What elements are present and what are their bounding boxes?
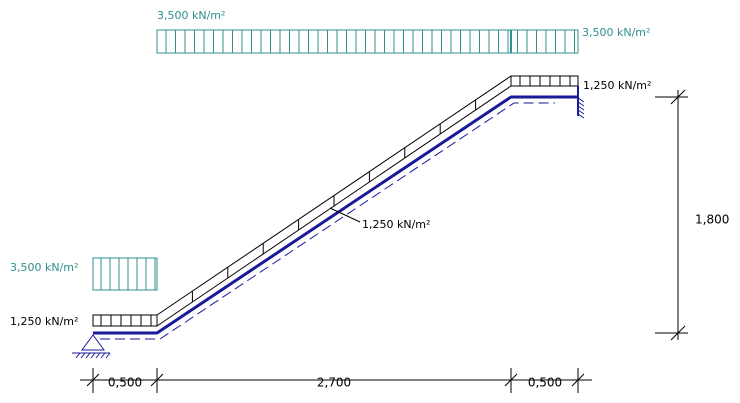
beam-fiber [100, 102, 555, 340]
dim-label: 1,800 [695, 213, 729, 227]
support-hatch [90, 352, 96, 359]
pin-support [81, 334, 105, 351]
dim-label: 2,700 [317, 376, 351, 390]
support-hatch [105, 352, 111, 359]
left-live-load [92, 257, 158, 291]
load-label: 3,500 kN/m² [10, 261, 78, 274]
dim-tick [670, 325, 686, 341]
dim-tick [670, 89, 686, 105]
support-hatch [577, 109, 585, 115]
support-hatch [577, 101, 585, 107]
dim-tick [571, 373, 585, 387]
load-label: 1,250 kN/m² [10, 315, 78, 328]
support-hatch [85, 352, 91, 359]
support-hatch [100, 352, 106, 359]
dim-label: 0,500 [108, 376, 142, 390]
support-hatch [95, 352, 101, 359]
right-dead-load [510, 75, 579, 87]
support-hatch [80, 352, 86, 359]
leader [329, 207, 361, 223]
top-live-load [156, 29, 579, 54]
support-hatch [577, 105, 585, 111]
support-hatch [75, 352, 81, 359]
load-label: 3,500 kN/m² [582, 26, 650, 39]
support-hatch [577, 113, 585, 119]
support-hatch [577, 97, 585, 103]
load-label: 1,250 kN/m² [362, 218, 430, 231]
dim-tick [150, 373, 164, 387]
dim-tick [86, 373, 100, 387]
dim-tick [504, 373, 518, 387]
load-label: 3,500 kN/m² [157, 9, 225, 22]
load-label: 1,250 kN/m² [583, 79, 651, 92]
dim-label: 0,500 [528, 376, 562, 390]
stair-beam [93, 95, 578, 335]
left-dead-load [92, 314, 158, 327]
